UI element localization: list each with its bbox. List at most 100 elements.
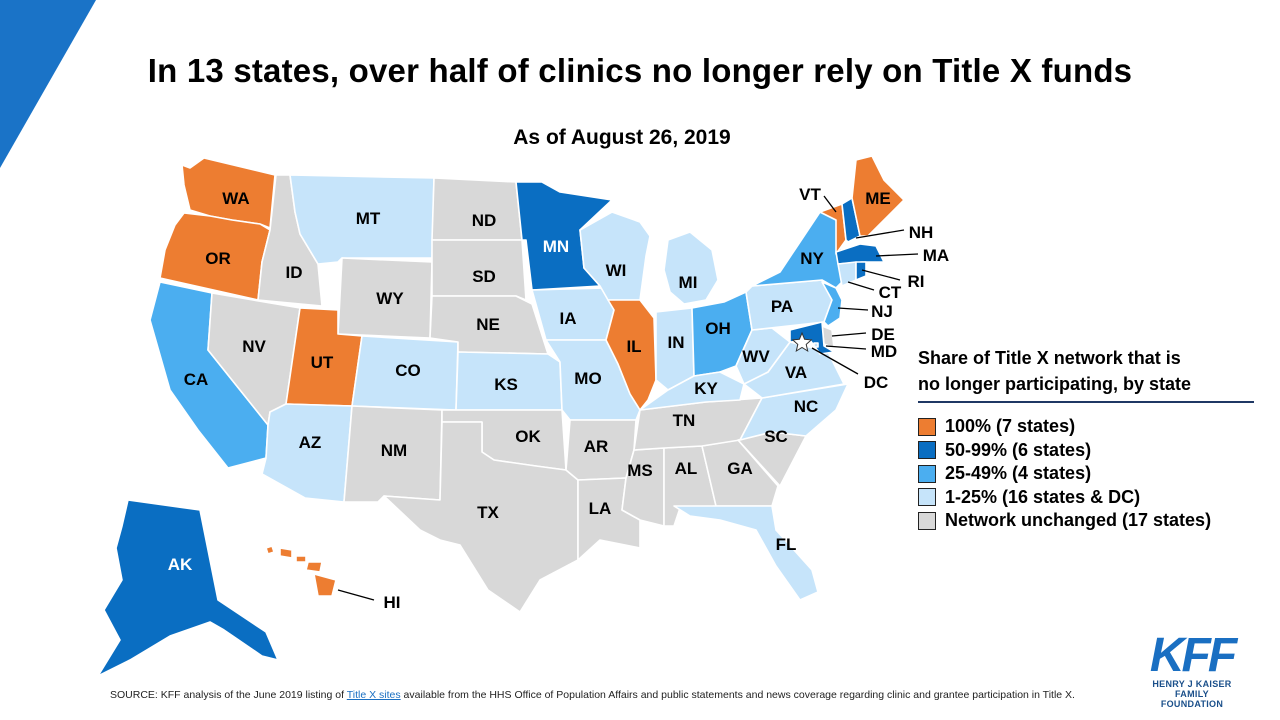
leader-nh — [855, 229, 905, 239]
state-DC[interactable] — [813, 342, 819, 348]
label-MI: MI — [679, 273, 698, 292]
label-NH: NH — [909, 223, 934, 242]
dc-star-icon — [791, 331, 813, 353]
state-VT[interactable] — [819, 203, 847, 255]
label-CT: CT — [879, 283, 902, 302]
label-NC: NC — [794, 397, 819, 416]
label-ID: ID — [286, 263, 303, 282]
label-PA: PA — [771, 297, 793, 316]
legend-label-unchanged: Network unchanged (17 states) — [945, 510, 1212, 531]
label-CO: CO — [395, 361, 421, 380]
hi-island-1 — [265, 545, 275, 555]
hi-island-5 — [313, 573, 337, 597]
label-MS: MS — [627, 461, 653, 480]
label-DC: DC — [864, 373, 889, 392]
label-VT: VT — [799, 185, 821, 204]
state-MD[interactable] — [789, 321, 835, 355]
leader-ma — [875, 253, 919, 257]
label-NV: NV — [242, 337, 266, 356]
source-suffix: available from the HHS Office of Populat… — [400, 689, 1075, 701]
legend-swatch-50-99 — [918, 441, 936, 460]
state-FL[interactable] — [673, 505, 819, 601]
state-HI[interactable] — [265, 545, 337, 597]
label-NM: NM — [381, 441, 407, 460]
label-NE: NE — [476, 315, 500, 334]
label-KS: KS — [494, 375, 518, 394]
state-RI[interactable] — [855, 261, 867, 281]
title-x-sites-link[interactable]: Title X sites — [346, 689, 401, 701]
legend-swatch-100 — [918, 417, 936, 436]
leader-hi — [337, 589, 375, 601]
legend-item-unchanged: Network unchanged (17 states) — [918, 509, 1263, 533]
kff-logo-line2: FAMILY FOUNDATION — [1160, 689, 1224, 709]
page-subtitle: As of August 26, 2019 — [513, 126, 731, 149]
leader-vt — [823, 195, 837, 213]
hi-island-4 — [305, 561, 323, 573]
leader-dc — [811, 347, 859, 375]
label-OH: OH — [705, 319, 731, 338]
hi-island-3 — [295, 555, 307, 563]
state-CT[interactable] — [837, 261, 857, 287]
state-NH[interactable] — [841, 197, 861, 243]
label-LA: LA — [589, 499, 612, 518]
legend-title-line2: no longer participating, by state — [918, 374, 1192, 394]
label-GA: GA — [727, 459, 753, 478]
label-MO: MO — [574, 369, 601, 388]
state-AK[interactable] — [97, 499, 279, 677]
state-ME[interactable] — [851, 155, 905, 237]
label-VA: VA — [785, 363, 807, 382]
label-SC: SC — [764, 427, 788, 446]
label-AK: AK — [168, 555, 193, 574]
legend-item-50-99: 50-99% (6 states) — [918, 439, 1263, 463]
legend-swatch-25-49 — [918, 464, 936, 483]
kff-logo-line1: HENRY J KAISER — [1152, 679, 1232, 689]
label-MN: MN — [543, 237, 569, 256]
legend-label-100: 100% (7 states) — [945, 416, 1076, 437]
label-WY: WY — [376, 289, 404, 308]
legend-title-line1: Share of Title X network that is — [918, 348, 1181, 368]
label-DE: DE — [871, 325, 895, 344]
kff-logo-mark: KFF — [1149, 629, 1237, 682]
legend-label-50-99: 50-99% (6 states) — [945, 439, 1092, 460]
label-NY: NY — [800, 249, 824, 268]
label-MA: MA — [923, 246, 949, 265]
page-title: In 13 states, over half of clinics no lo… — [147, 52, 1133, 89]
legend-title: Share of Title X network that is no long… — [918, 345, 1263, 397]
state-AZ[interactable] — [261, 403, 353, 503]
state-WI[interactable] — [579, 211, 651, 301]
legend-label-25-49: 25-49% (4 states) — [945, 463, 1092, 484]
label-RI: RI — [908, 272, 925, 291]
leader-ct — [847, 281, 875, 291]
label-WI: WI — [606, 261, 627, 280]
kff-logo[interactable]: KFF HENRY J KAISER FAMILY FOUNDATION — [1147, 629, 1237, 710]
legend-swatch-1-25 — [918, 488, 936, 507]
label-IL: IL — [626, 337, 641, 356]
label-AR: AR — [584, 437, 609, 456]
legend-item-100: 100% (7 states) — [918, 415, 1263, 439]
source-prefix: SOURCE: KFF analysis of the June 2019 li… — [110, 689, 347, 701]
leader-ri — [861, 269, 901, 281]
label-UT: UT — [311, 353, 334, 372]
state-TX[interactable] — [383, 421, 579, 613]
hi-island-2 — [279, 547, 293, 559]
label-NJ: NJ — [871, 302, 893, 321]
state-MI[interactable] — [663, 231, 719, 305]
leader-nj — [837, 307, 869, 311]
label-FL: FL — [776, 535, 797, 554]
label-CA: CA — [184, 370, 209, 389]
label-ND: ND — [472, 211, 497, 230]
state-ND[interactable] — [431, 177, 523, 241]
label-OK: OK — [515, 427, 541, 446]
state-KY[interactable] — [639, 371, 745, 411]
source-note: SOURCE: KFF analysis of the June 2019 li… — [110, 689, 1140, 702]
state-NJ[interactable] — [821, 281, 843, 327]
leader-de — [831, 332, 867, 337]
corner-accent — [0, 0, 96, 168]
label-AL: AL — [675, 459, 698, 478]
legend-item-25-49: 25-49% (4 states) — [918, 462, 1263, 486]
label-TN: TN — [673, 411, 696, 430]
legend-divider — [918, 401, 1254, 403]
legend-swatch-unchanged — [918, 511, 936, 530]
state-MA[interactable] — [835, 243, 885, 265]
